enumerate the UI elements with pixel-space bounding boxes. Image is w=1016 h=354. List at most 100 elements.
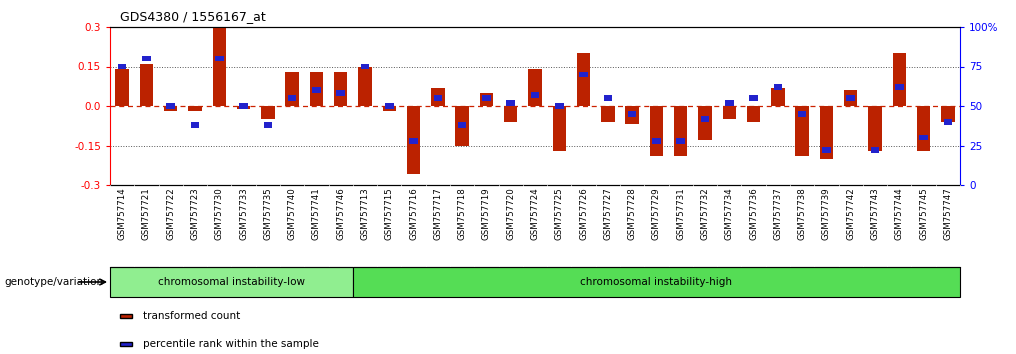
Bar: [431, 87, 445, 106]
Bar: [310, 72, 323, 106]
Bar: [601, 106, 615, 122]
Text: GSM757737: GSM757737: [773, 188, 782, 240]
Text: GSM757732: GSM757732: [700, 188, 709, 240]
Bar: [822, 147, 831, 153]
Bar: [844, 90, 858, 106]
Bar: [628, 111, 636, 117]
Text: GSM757742: GSM757742: [846, 188, 855, 240]
Bar: [506, 100, 515, 106]
Text: transformed count: transformed count: [142, 311, 240, 321]
Text: GSM757716: GSM757716: [409, 188, 418, 240]
Text: GSM757733: GSM757733: [239, 188, 248, 240]
Text: GSM757720: GSM757720: [506, 188, 515, 240]
Bar: [577, 53, 590, 106]
Text: GSM757746: GSM757746: [336, 188, 345, 240]
Bar: [604, 95, 612, 101]
Bar: [359, 67, 372, 106]
Text: chromosomal instability-low: chromosomal instability-low: [157, 277, 305, 287]
Bar: [650, 106, 663, 156]
Bar: [944, 119, 952, 125]
Text: GSM757726: GSM757726: [579, 188, 588, 240]
Bar: [191, 122, 199, 128]
Bar: [458, 122, 466, 128]
Text: GSM757722: GSM757722: [167, 188, 175, 240]
Bar: [698, 106, 711, 140]
Bar: [237, 106, 250, 109]
Bar: [167, 103, 175, 109]
Bar: [722, 106, 736, 119]
Text: GSM757715: GSM757715: [385, 188, 394, 240]
Bar: [188, 106, 202, 111]
Bar: [480, 93, 493, 106]
Bar: [312, 87, 321, 93]
Text: GSM757744: GSM757744: [895, 188, 904, 240]
Text: GSM757719: GSM757719: [482, 188, 491, 240]
Bar: [555, 103, 564, 109]
Text: GSM757714: GSM757714: [118, 188, 127, 240]
Text: GSM757734: GSM757734: [724, 188, 734, 240]
Text: GSM757738: GSM757738: [798, 188, 807, 240]
Bar: [385, 103, 393, 109]
Bar: [579, 72, 588, 77]
Bar: [869, 106, 882, 151]
Bar: [140, 64, 153, 106]
Bar: [895, 84, 903, 90]
Bar: [483, 95, 491, 101]
Bar: [941, 106, 955, 122]
Text: GSM757741: GSM757741: [312, 188, 321, 240]
Bar: [118, 64, 126, 69]
Text: GSM757728: GSM757728: [628, 188, 637, 240]
Bar: [110, 267, 353, 297]
Text: GSM757743: GSM757743: [871, 188, 880, 240]
Text: GSM757713: GSM757713: [361, 188, 370, 240]
Bar: [796, 106, 809, 156]
Text: GSM757739: GSM757739: [822, 188, 831, 240]
Bar: [674, 106, 688, 156]
Bar: [240, 103, 248, 109]
Text: GSM757736: GSM757736: [749, 188, 758, 240]
Bar: [916, 106, 931, 151]
Bar: [626, 106, 639, 125]
Text: GSM757723: GSM757723: [191, 188, 199, 240]
Text: chromosomal instability-high: chromosomal instability-high: [580, 277, 733, 287]
Bar: [434, 95, 442, 101]
Bar: [212, 27, 226, 106]
Bar: [261, 106, 274, 119]
Text: GDS4380 / 1556167_at: GDS4380 / 1556167_at: [120, 11, 266, 23]
Bar: [553, 106, 566, 151]
Text: GSM757727: GSM757727: [604, 188, 613, 240]
Text: GSM757717: GSM757717: [434, 188, 442, 240]
Bar: [701, 116, 709, 121]
Bar: [288, 95, 297, 101]
Bar: [725, 100, 734, 106]
Text: GSM757718: GSM757718: [457, 188, 466, 240]
Text: genotype/variation: genotype/variation: [5, 277, 104, 287]
Bar: [677, 138, 685, 144]
Bar: [750, 95, 758, 101]
Text: GSM757730: GSM757730: [214, 188, 224, 240]
Text: percentile rank within the sample: percentile rank within the sample: [142, 339, 318, 349]
Bar: [285, 72, 299, 106]
Bar: [455, 106, 468, 145]
Bar: [116, 69, 129, 106]
Bar: [652, 138, 660, 144]
Text: GSM757729: GSM757729: [652, 188, 661, 240]
Bar: [409, 138, 418, 144]
Text: GSM757725: GSM757725: [555, 188, 564, 240]
Text: GSM757747: GSM757747: [944, 188, 952, 240]
Bar: [353, 267, 960, 297]
Bar: [871, 147, 879, 153]
Bar: [530, 92, 539, 98]
Bar: [504, 106, 517, 122]
Bar: [383, 106, 396, 111]
Text: GSM757735: GSM757735: [263, 188, 272, 240]
Bar: [263, 122, 272, 128]
Text: GSM757724: GSM757724: [530, 188, 539, 240]
Bar: [798, 111, 807, 117]
Bar: [893, 53, 906, 106]
Bar: [334, 72, 347, 106]
Bar: [142, 56, 150, 62]
Text: GSM757721: GSM757721: [142, 188, 151, 240]
Bar: [771, 87, 784, 106]
Text: GSM757745: GSM757745: [919, 188, 928, 240]
